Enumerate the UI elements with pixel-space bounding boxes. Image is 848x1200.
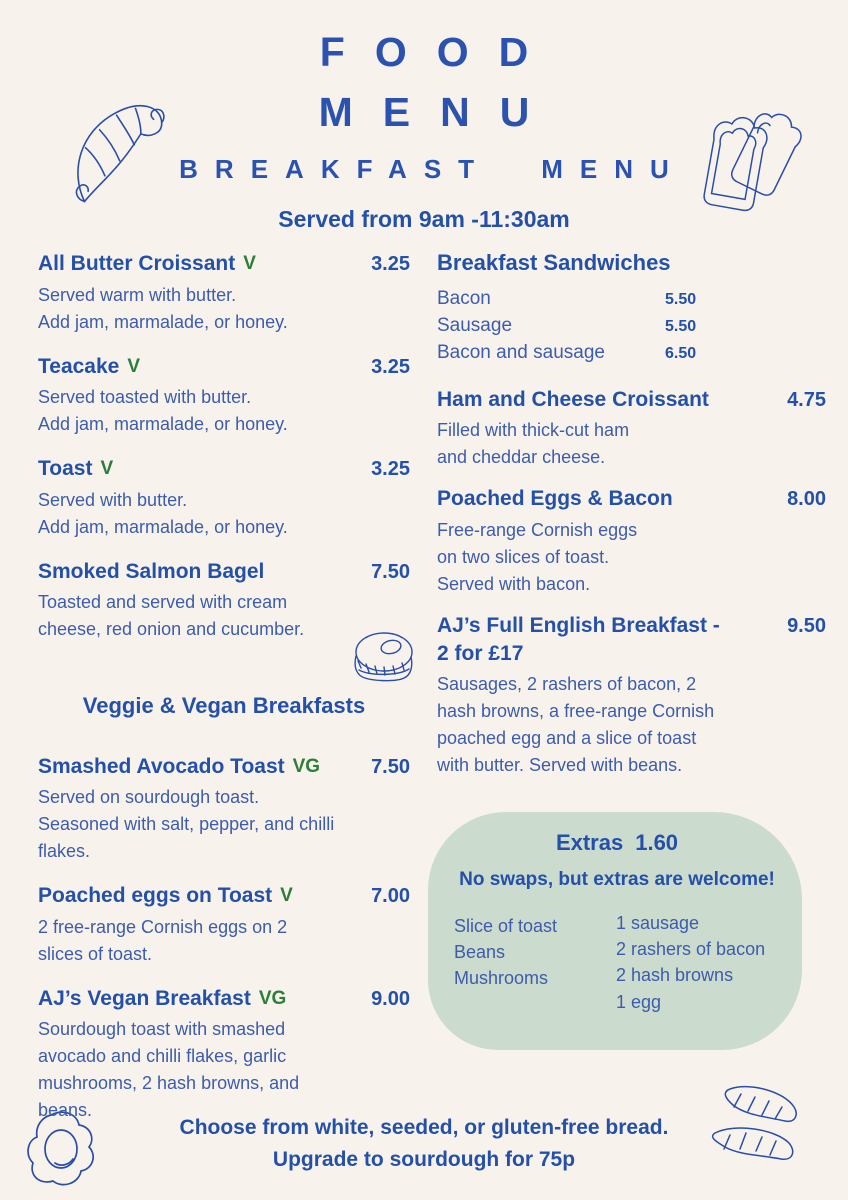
item-price: 9.00 — [371, 987, 410, 1010]
sandwich-price: 6.50 — [665, 344, 697, 362]
extras-note: No swaps, but extras are welcome! — [459, 869, 775, 891]
croissant-icon — [52, 86, 184, 222]
footer-line-2: Upgrade to sourdough for 75p — [272, 1147, 576, 1171]
item-description: Sourdough toast with smashed avocado and… — [38, 1019, 300, 1121]
extras-heading: Extras 1.60 — [454, 830, 780, 856]
item-description: Served toasted with butter. Add jam, mar… — [38, 387, 288, 434]
extras-price: 1.60 — [635, 830, 679, 856]
item-name: Smashed Avocado Toast — [38, 754, 285, 778]
extras-list-left: Slice of toast Beans Mushrooms — [454, 913, 616, 1014]
sandwich-price: 5.50 — [665, 291, 697, 308]
item-price: 3.25 — [371, 355, 410, 378]
item-name: Poached Eggs & Bacon — [437, 487, 673, 511]
menu-item-ajs-vegan-breakfast: AJ’s Vegan Breakfast VG 9.00 Sourdough t… — [38, 985, 410, 1125]
breakfast-sandwiches-section: Breakfast Sandwiches Bacon 5.50 Sausage … — [437, 250, 826, 367]
item-price: 9.50 — [787, 614, 826, 637]
item-price: 8.00 — [787, 488, 826, 511]
vegetarian-badge: V — [100, 458, 114, 479]
extras-item: 2 hash browns — [616, 965, 734, 986]
menu-item-ham-cheese-croissant: Ham and Cheese Croissant 4.75 Filled wit… — [437, 386, 826, 471]
breakfast-menu-subtitle: BREAKFAST MENU — [179, 154, 686, 184]
vegetarian-badge: V — [280, 885, 293, 907]
item-price: 7.00 — [371, 885, 410, 908]
item-description: Served with butter. Add jam, marmalade, … — [38, 489, 288, 537]
item-description: Toasted and served with cream cheese, re… — [38, 591, 305, 639]
item-name: Toast — [38, 457, 93, 480]
extras-item: Beans — [454, 942, 506, 963]
item-name: Ham and Cheese Croissant — [437, 387, 709, 411]
sausages-icon — [696, 1080, 808, 1176]
item-name: AJ’s Vegan Breakfast — [38, 986, 251, 1010]
sandwich-row-sausage: Sausage 5.50 — [437, 313, 826, 340]
page-title-food: FOOD — [319, 29, 559, 75]
vegetarian-badge: V — [243, 253, 256, 274]
menu-item-toast: Toast V 3.25 Served with butter. Add jam… — [38, 455, 410, 541]
item-description: Free-range Cornish eggs on two slices of… — [437, 519, 638, 594]
menu-item-poached-eggs-bacon: Poached Eggs & Bacon 8.00 Free-range Cor… — [437, 485, 826, 597]
bread-options-footer: Choose from white, seeded, or gluten-fre… — [0, 1112, 848, 1175]
serving-hours: Served from 9am -11:30am — [278, 206, 570, 232]
item-price: 3.25 — [371, 253, 410, 275]
item-price: 7.50 — [371, 560, 410, 583]
extras-panel: Extras 1.60 No swaps, but extras are welc… — [428, 812, 802, 1051]
menu-item-smoked-salmon-bagel: Smoked Salmon Bagel 7.50 Toasted and ser… — [38, 558, 410, 643]
item-description: 2 free-range Cornish eggs on 2 slices of… — [38, 916, 288, 964]
item-price: 3.25 — [371, 458, 410, 480]
menu-header: FOOD MENU BREAKFAST MENU Served from 9am… — [0, 0, 848, 233]
menu-item-poached-eggs-on-toast: Poached eggs on Toast V 7.00 2 free-rang… — [38, 882, 410, 968]
extras-item: Slice of toast — [454, 916, 558, 937]
item-name: Smoked Salmon Bagel — [38, 559, 265, 583]
menu-item-full-english-breakfast: AJ’s Full English Breakfast - 2 for £17 … — [437, 612, 826, 780]
veggie-vegan-section-heading: Veggie & Vegan Breakfasts — [82, 692, 366, 718]
extras-title-text: Extras — [555, 830, 624, 856]
menu-item-all-butter-croissant: All Butter Croissant V 3.25 Served warm … — [38, 250, 410, 336]
item-description: Served on sourdough toast. Seasoned with… — [38, 787, 335, 862]
breakfast-sandwiches-heading: Breakfast Sandwiches — [437, 250, 671, 275]
extras-item: 1 egg — [616, 991, 662, 1012]
right-column: Breakfast Sandwiches Bacon 5.50 Sausage … — [428, 250, 826, 1051]
page-title-menu: MENU — [318, 89, 560, 135]
bagel-sandwich-icon — [350, 626, 418, 694]
item-price: 4.75 — [787, 388, 826, 411]
footer-line-1: Choose from white, seeded, or gluten-fre… — [179, 1116, 669, 1139]
sandwich-price: 5.50 — [665, 317, 697, 335]
bread-slices-icon — [694, 96, 806, 234]
sandwich-name: Sausage — [437, 314, 513, 336]
item-description: Sausages, 2 rashers of bacon, 2 hash bro… — [437, 674, 715, 776]
item-price: 7.50 — [371, 755, 410, 778]
fried-egg-icon — [20, 1106, 110, 1194]
extras-item: Mushrooms — [454, 968, 549, 989]
item-name: Teacake — [38, 354, 120, 378]
extras-item: 1 sausage — [616, 913, 700, 934]
item-name: Poached eggs on Toast — [38, 884, 273, 908]
sandwich-name: Bacon — [437, 288, 491, 309]
vegetarian-badge: V — [127, 355, 141, 377]
sandwich-row-bacon: Bacon 5.50 — [437, 286, 826, 313]
extras-list-right: 1 sausage 2 rashers of bacon 2 hash brow… — [616, 910, 780, 1014]
item-name: AJ’s Full English Breakfast - 2 for £17 — [437, 613, 720, 665]
sandwich-row-bacon-and-sausage: Bacon and sausage 6.50 — [437, 340, 826, 367]
sandwich-name: Bacon and sausage — [437, 341, 605, 363]
item-name: All Butter Croissant — [38, 252, 236, 275]
menu-item-smashed-avocado-toast: Smashed Avocado Toast VG 7.50 Served on … — [38, 753, 410, 866]
vegan-badge: VG — [258, 987, 287, 1009]
menu-item-teacake: Teacake V 3.25 Served toasted with butte… — [38, 353, 410, 439]
item-description: Filled with thick-cut ham and cheddar ch… — [437, 420, 630, 468]
vegan-badge: VG — [292, 755, 321, 777]
left-column: All Butter Croissant V 3.25 Served warm … — [38, 250, 410, 1141]
extras-item: 2 rashers of bacon — [616, 939, 766, 960]
item-description: Served warm with butter. Add jam, marmal… — [38, 284, 288, 332]
